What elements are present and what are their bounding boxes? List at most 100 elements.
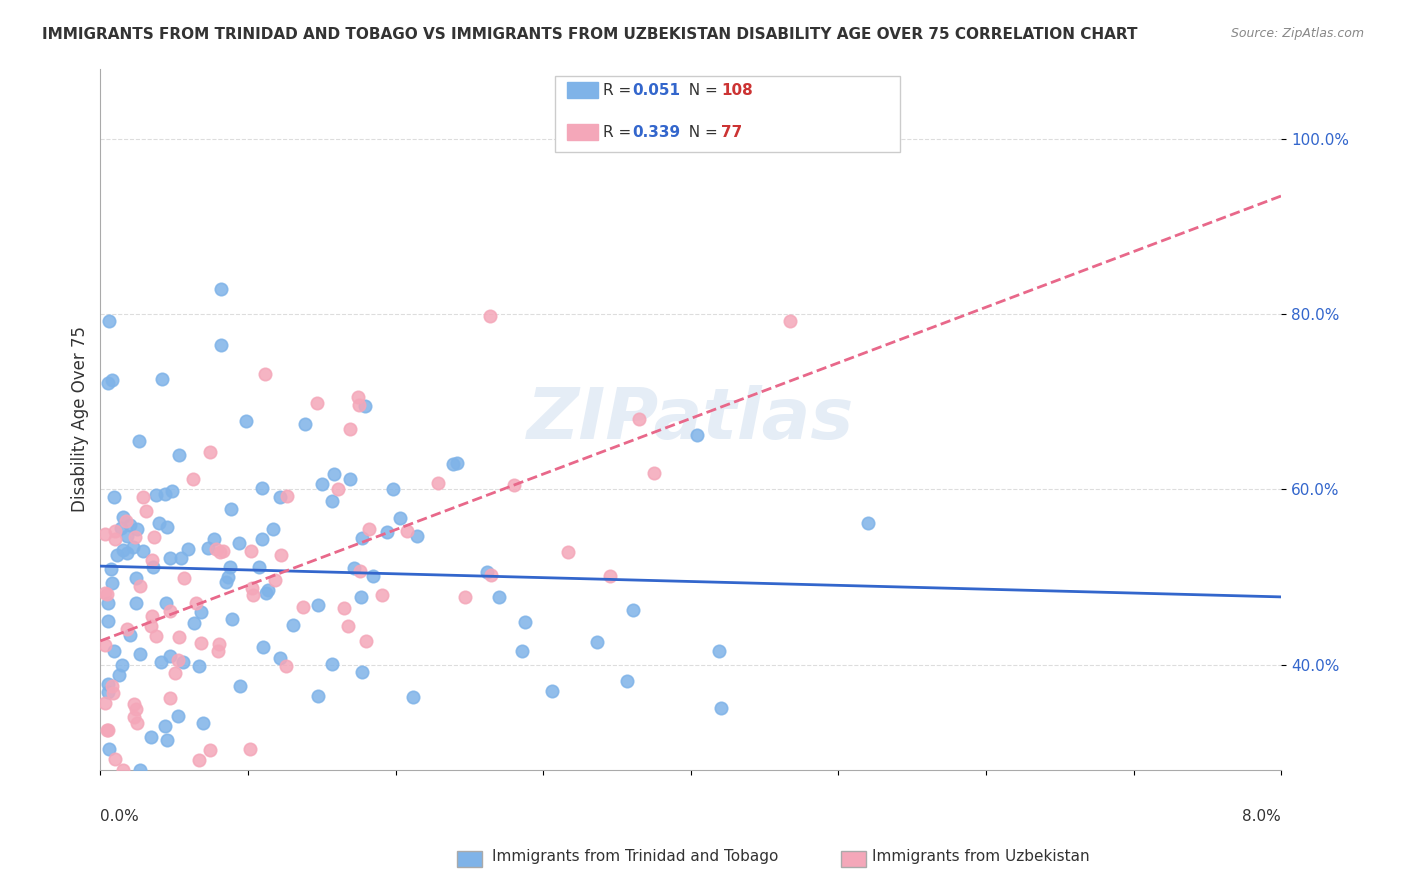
Point [292,599,315,614]
Point [153,487,176,501]
Point [328,483,350,497]
Point [159,550,181,565]
Point [294,417,316,431]
Point [276,489,298,503]
Point [253,367,276,381]
Point [97,614,120,628]
Point [188,659,211,673]
Point [160,483,183,498]
Point [190,605,212,619]
Point [104,533,127,547]
Point [128,763,150,777]
Point [212,544,235,558]
Point [382,482,405,496]
Text: R =: R = [603,125,637,139]
Text: R =: R = [603,83,637,97]
Point [377,524,399,539]
Point [352,531,374,545]
Point [235,414,257,428]
Point [228,536,250,550]
Point [252,640,274,654]
Point [127,716,149,731]
Point [479,568,502,582]
Point [357,522,380,536]
Point [262,522,284,536]
Point [132,490,155,504]
Point [112,510,135,524]
Point [191,716,214,731]
Point [159,604,181,618]
Point [97,685,120,699]
Point [311,476,333,491]
Point [122,698,145,712]
Point [125,571,148,585]
Point [105,549,128,563]
Text: Immigrants from Trinidad and Tobago: Immigrants from Trinidad and Tobago [492,849,779,863]
Text: 77: 77 [721,125,742,139]
Point [117,622,139,636]
Point [135,503,157,517]
Point [103,644,125,658]
Text: Source: ZipAtlas.com: Source: ZipAtlas.com [1230,27,1364,40]
Text: IMMIGRANTS FROM TRINIDAD AND TOBAGO VS IMMIGRANTS FROM UZBEKISTAN DISABILITY AGE: IMMIGRANTS FROM TRINIDAD AND TOBAGO VS I… [42,27,1137,42]
Point [208,637,231,651]
Point [97,677,120,691]
Point [96,587,118,601]
Point [107,668,129,682]
Point [254,586,277,600]
Point [190,635,212,649]
Point [250,481,273,495]
Point [139,731,162,745]
Point [240,581,263,595]
Point [97,376,120,391]
Point [454,590,477,604]
Point [557,545,579,559]
Point [488,590,510,604]
Point [183,616,205,631]
Point [94,526,117,541]
Point [172,655,194,669]
Point [643,466,665,480]
Point [148,516,170,530]
Point [250,532,273,546]
Point [322,467,344,481]
Point [479,309,502,323]
Point [120,517,142,532]
Point [104,524,127,538]
Point [257,582,280,597]
Text: ZIPatlas: ZIPatlas [527,384,855,454]
Point [270,548,292,562]
Point [229,679,252,693]
Point [145,629,167,643]
Text: N =: N = [679,83,723,97]
Point [141,619,163,633]
Point [395,524,418,538]
Point [101,373,124,387]
Point [515,615,537,629]
Point [97,313,120,327]
Point [209,337,232,351]
Point [125,596,148,610]
Point [96,723,118,738]
Point [276,659,298,673]
Point [202,533,225,547]
Point [112,763,135,777]
Point [150,372,173,386]
Point [150,655,173,669]
Point [686,427,709,442]
Point [167,448,190,462]
Point [541,683,564,698]
Point [141,552,163,566]
Point [103,490,125,504]
Point [856,516,879,531]
Point [170,551,193,566]
Point [111,543,134,558]
Point [307,599,329,613]
Point [101,679,124,693]
Point [120,627,142,641]
Point [221,612,243,626]
Point [115,515,138,529]
Point [599,569,621,583]
Point [128,579,150,593]
Point [111,658,134,673]
